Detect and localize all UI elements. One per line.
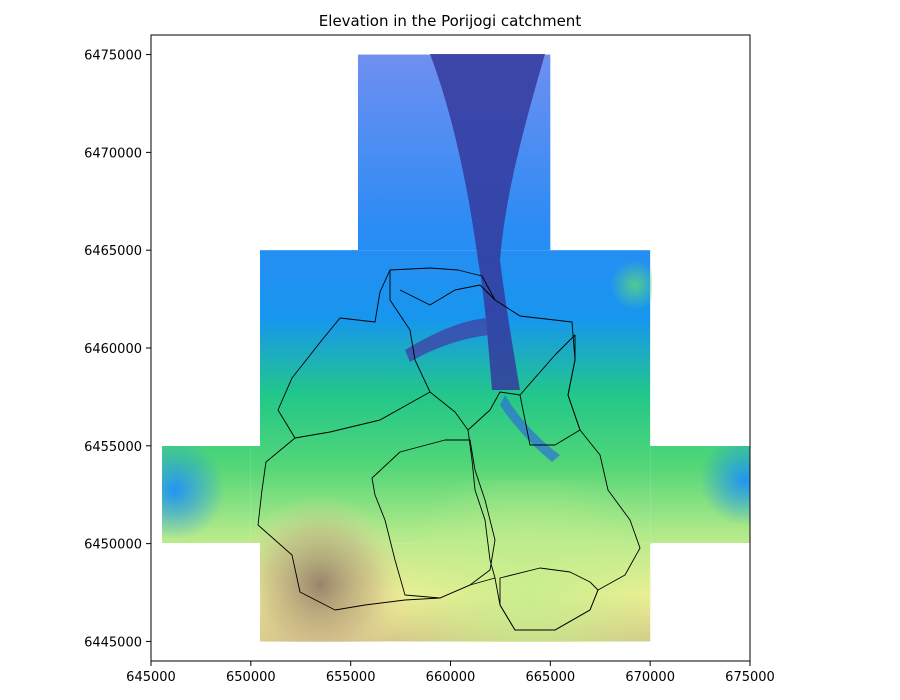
y-tick-label-5: 6470000 (84, 146, 142, 161)
elevation-raster (162, 54, 750, 642)
terrain-shade-green-ne (600, 250, 652, 320)
x-tick-label-1: 650000 (226, 670, 276, 685)
subcatchment-southeast (499, 567, 599, 631)
y-tick-label-4: 6465000 (84, 244, 142, 259)
x-tick-label-5: 670000 (625, 670, 675, 685)
x-tick-label-0: 645000 (126, 670, 176, 685)
subcatchment-north (399, 284, 496, 306)
y-tick-label-3: 6460000 (84, 342, 142, 357)
x-tick-label-3: 660000 (426, 670, 476, 685)
x-tick-label-4: 665000 (526, 670, 576, 685)
terrain-shade-blue-west (162, 446, 260, 543)
subcatchment-east (519, 334, 581, 446)
main-valley (430, 54, 545, 390)
chart-title: Elevation in the Porijogi catchment (319, 12, 582, 30)
tributary-valley-west (405, 318, 490, 362)
subcatchment-inner (371, 439, 496, 599)
y-tick-label-1: 6450000 (84, 538, 142, 553)
y-tick-label-6: 6475000 (84, 49, 142, 64)
terrain-shade-blue-east (652, 446, 750, 543)
x-tick-label-6: 675000 (725, 670, 775, 685)
y-axis: 6445000 6450000 6455000 6460000 6465000 64700… (84, 49, 151, 650)
x-axis: 645000 650000 655000 660000 665000 670000 6750… (126, 661, 775, 685)
y-tick-label-2: 6455000 (84, 440, 142, 455)
subcatchment-middle (467, 391, 521, 431)
subcatchment-center (389, 270, 431, 393)
y-tick-label-0: 6445000 (84, 635, 142, 650)
x-tick-label-2: 655000 (326, 670, 376, 685)
catchment-boundaries (257, 267, 641, 631)
